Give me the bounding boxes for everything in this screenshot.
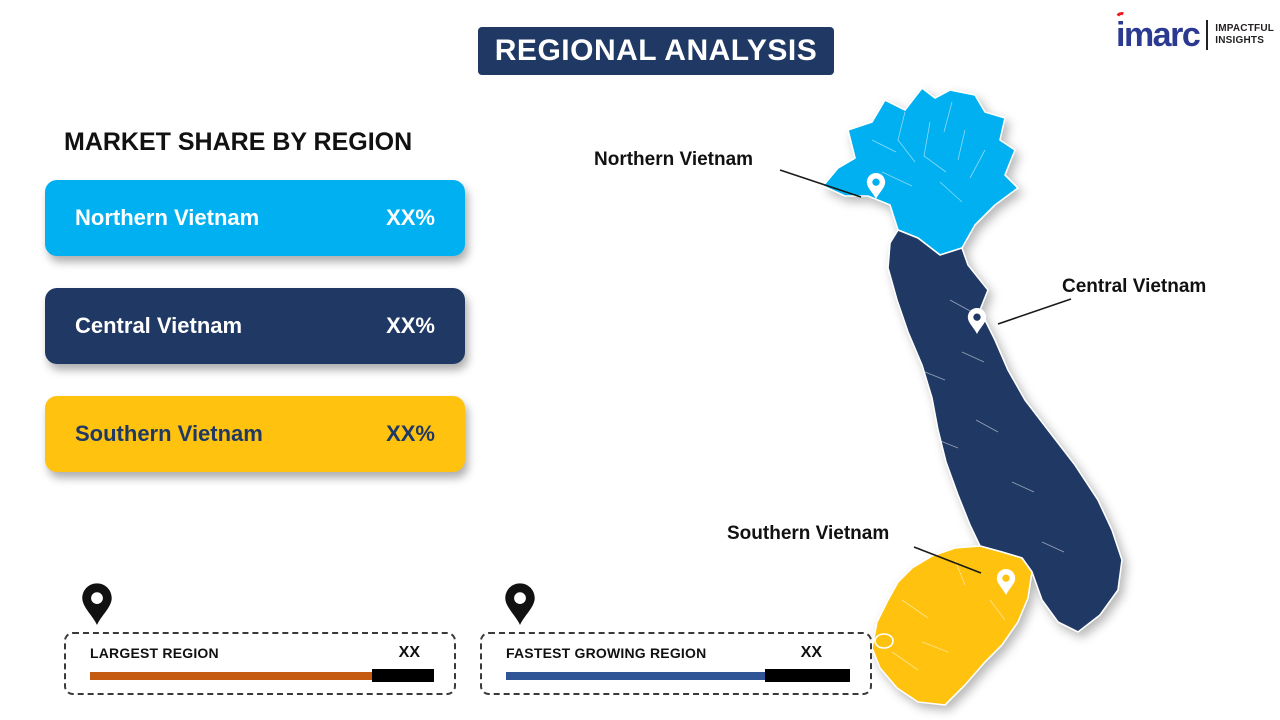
logo-brand-wrap: imarc xyxy=(1114,10,1201,54)
province-borders xyxy=(871,101,1065,671)
fastest-growing-region-row: FASTEST GROWING REGION XX xyxy=(506,644,850,662)
region-bar-central-vietnam: Central Vietnam XX% xyxy=(45,288,465,364)
region-bar-value: XX% xyxy=(386,313,435,338)
fastest-growing-region-bar-cap xyxy=(765,669,850,682)
largest-region-bar-cap xyxy=(372,669,434,682)
pin-northern-vietnam-icon xyxy=(866,173,886,199)
region-bar-name: Southern Vietnam xyxy=(75,421,263,446)
fastest-growing-region-bar-fill xyxy=(506,671,765,680)
fastest-growing-region-bar xyxy=(506,669,850,682)
largest-region-bar-fill xyxy=(90,671,372,680)
page-title-text: REGIONAL ANALYSIS xyxy=(494,34,818,67)
region-bar-value: XX% xyxy=(386,205,435,230)
map-label-southern-vietnam: Southern Vietnam xyxy=(727,523,890,544)
logo-tagline-line2: INSIGHTS xyxy=(1215,35,1265,46)
pin-fastest-growing-region-icon xyxy=(505,583,535,625)
logo-tagline-line1: IMPACTFUL xyxy=(1215,23,1275,34)
pin-central-vietnam-icon xyxy=(967,308,987,334)
logo-divider xyxy=(1206,20,1209,50)
region-bar-southern-vietnam: Southern Vietnam XX% xyxy=(45,396,465,472)
connector-central xyxy=(997,298,1072,325)
label-connectors xyxy=(779,169,1072,574)
region-southern-vietnam-shape xyxy=(871,545,1033,706)
connector-northern xyxy=(779,169,862,198)
map-label-central-vietnam: Central Vietnam xyxy=(1062,276,1207,297)
logo-tagline: IMPACTFUL INSIGHTS xyxy=(1215,23,1274,47)
largest-region-value: XX xyxy=(398,644,420,661)
largest-region-box: LARGEST REGION XX xyxy=(64,632,456,695)
fastest-growing-region-value: XX xyxy=(800,644,822,661)
largest-region-bar xyxy=(90,669,434,682)
map-label-northern-vietnam: Northern Vietnam xyxy=(594,149,754,170)
pin-largest-region-icon xyxy=(82,583,112,625)
fastest-growing-region-label: FASTEST GROWING REGION xyxy=(506,645,707,661)
imarc-logo: imarc IMPACTFUL INSIGHTS xyxy=(1114,10,1274,54)
largest-region-row: LARGEST REGION XX xyxy=(90,644,434,662)
market-share-heading: MARKET SHARE BY REGION xyxy=(64,128,413,156)
region-bar-name: Central Vietnam xyxy=(75,313,243,338)
region-bar-value: XX% xyxy=(386,421,435,446)
logo-brand-text: imarc xyxy=(1116,16,1201,54)
island-shape xyxy=(874,633,894,649)
region-northern-vietnam-shape xyxy=(822,87,1019,256)
region-bar-name: Northern Vietnam xyxy=(75,205,260,230)
page-title: REGIONAL ANALYSIS xyxy=(478,27,834,75)
fastest-growing-region-box: FASTEST GROWING REGION XX xyxy=(480,632,872,695)
vietnam-regions xyxy=(822,87,1123,706)
connector-southern xyxy=(913,546,982,574)
region-bar-northern-vietnam: Northern Vietnam XX% xyxy=(45,180,465,256)
largest-region-label: LARGEST REGION xyxy=(90,645,219,661)
pin-southern-vietnam-icon xyxy=(996,569,1016,595)
